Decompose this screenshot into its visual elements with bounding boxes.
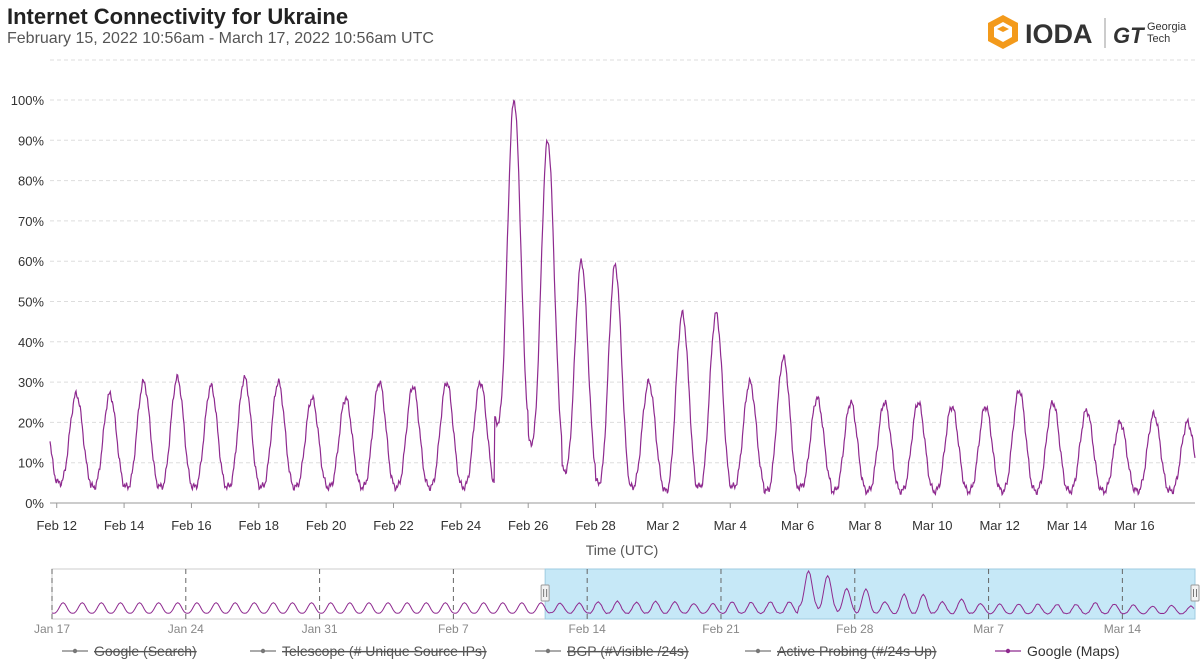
- legend[interactable]: Google (Search) Telescope (# Unique Sourc…: [62, 643, 1120, 659]
- legend-label: BGP (#Visible /24s): [567, 643, 689, 659]
- navigator-handle-left[interactable]: [540, 584, 550, 602]
- legend-item[interactable]: BGP (#Visible /24s): [535, 643, 689, 659]
- legend-item[interactable]: Google (Search): [62, 643, 197, 659]
- legend-marker-icon: [72, 648, 78, 654]
- x-axis: Feb 12 Feb 14 Feb 16 Feb 18 Feb 20 Feb 22 Feb …: [36, 503, 1155, 533]
- legend-label: Google (Search): [94, 643, 197, 659]
- legend-label: Active Probing (#/24s Up): [777, 643, 937, 659]
- y-tick-label: 100%: [11, 93, 45, 108]
- ioda-wordmark: IODA: [1025, 19, 1093, 49]
- navigator-tick-label: Feb 28: [836, 622, 874, 636]
- y-tick-label: 50%: [18, 295, 44, 310]
- x-tick-label: Feb 18: [239, 518, 279, 533]
- y-tick-label: 60%: [18, 254, 44, 269]
- navigator[interactable]: Jan 17 Jan 24 Jan 31 Feb 7 Feb 14 Feb 21 Feb 2…: [34, 568, 1200, 636]
- x-tick-label: Mar 6: [781, 518, 814, 533]
- navigator-handle-right[interactable]: [1190, 584, 1200, 602]
- x-tick-label: Feb 24: [441, 518, 481, 533]
- navigator-selection[interactable]: [544, 568, 1196, 620]
- chart-subtitle: February 15, 2022 10:56am - March 17, 20…: [7, 30, 434, 47]
- y-tick-label: 40%: [18, 335, 44, 350]
- legend-item[interactable]: Telescope (# Unique Source IPs): [250, 643, 487, 659]
- navigator-tick-label: Jan 17: [34, 622, 70, 636]
- y-tick-label: 30%: [18, 375, 44, 390]
- legend-marker-icon: [755, 648, 761, 654]
- legend-marker-icon: [1005, 648, 1011, 654]
- series-line-google-maps[interactable]: [49, 99, 1196, 497]
- y-tick-label: 80%: [18, 174, 44, 189]
- x-tick-label: Mar 2: [646, 518, 679, 533]
- navigator-handles[interactable]: [540, 584, 1200, 602]
- ioda-hexagon-icon: [988, 15, 1018, 49]
- navigator-tick-label: Feb 7: [438, 622, 469, 636]
- navigator-tick-label: Mar 14: [1104, 622, 1142, 636]
- legend-label: Telescope (# Unique Source IPs): [282, 643, 487, 659]
- y-tick-label: 0%: [25, 496, 44, 511]
- x-tick-label: Feb 26: [508, 518, 548, 533]
- tech-wordmark: Tech: [1147, 33, 1170, 45]
- y-tick-label: 90%: [18, 133, 44, 148]
- y-axis: 0% 10% 20% 30% 40% 50% 60% 70% 80% 90% 100%: [11, 93, 45, 511]
- navigator-tick-label: Feb 21: [702, 622, 740, 636]
- y-tick-label: 10%: [18, 456, 44, 471]
- x-tick-label: Feb 28: [575, 518, 615, 533]
- chart-title: Internet Connectivity for Ukraine: [7, 4, 349, 29]
- legend-marker-icon: [545, 648, 551, 654]
- navigator-tick-label: Jan 24: [168, 622, 204, 636]
- ioda-georgia-tech-logo: IODA GT Georgia Tech: [988, 15, 1187, 49]
- x-tick-label: Feb 16: [171, 518, 211, 533]
- legend-marker-icon: [260, 648, 266, 654]
- navigator-axis: Jan 17 Jan 24 Jan 31 Feb 7 Feb 14 Feb 21 Feb 2…: [34, 622, 1141, 636]
- grid-lines: [50, 59, 1195, 504]
- x-tick-label: Mar 12: [979, 518, 1019, 533]
- x-tick-label: Mar 16: [1114, 518, 1154, 533]
- x-tick-label: Feb 22: [373, 518, 413, 533]
- navigator-series-line: [51, 569, 1195, 615]
- georgia-wordmark: Georgia: [1147, 21, 1187, 33]
- x-tick-label: Feb 20: [306, 518, 346, 533]
- x-tick-label: Mar 4: [714, 518, 747, 533]
- x-axis-title: Time (UTC): [586, 542, 659, 558]
- navigator-tick-label: Mar 7: [973, 622, 1004, 636]
- x-tick-label: Mar 14: [1047, 518, 1087, 533]
- navigator-tick-label: Feb 14: [569, 622, 607, 636]
- y-tick-label: 70%: [18, 214, 44, 229]
- y-tick-label: 20%: [18, 415, 44, 430]
- x-tick-label: Mar 8: [848, 518, 881, 533]
- legend-item[interactable]: Active Probing (#/24s Up): [745, 643, 937, 659]
- legend-item[interactable]: Google (Maps): [995, 643, 1120, 659]
- x-tick-label: Feb 14: [104, 518, 144, 533]
- legend-label: Google (Maps): [1027, 643, 1120, 659]
- navigator-tick-label: Jan 31: [302, 622, 338, 636]
- x-tick-label: Feb 12: [36, 518, 76, 533]
- gt-monogram: GT: [1113, 23, 1145, 48]
- x-tick-label: Mar 10: [912, 518, 952, 533]
